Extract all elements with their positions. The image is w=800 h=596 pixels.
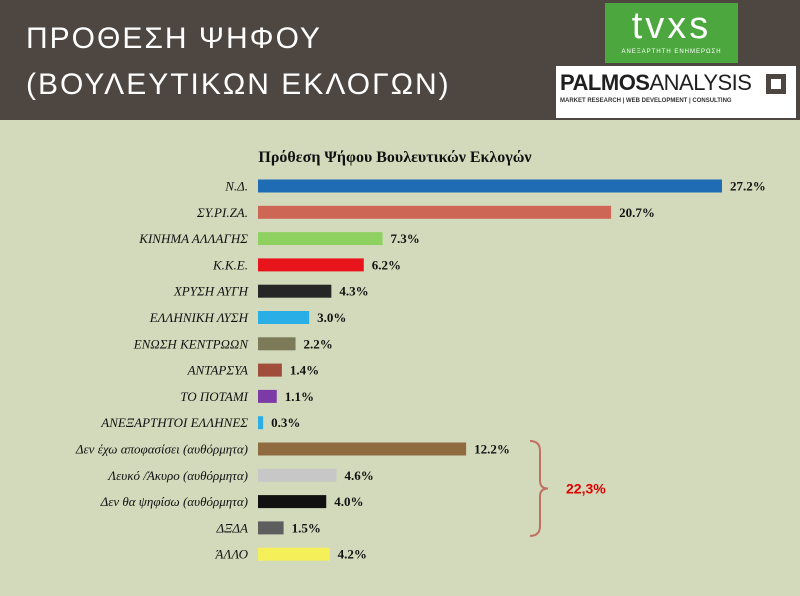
palmos-logo-tagline: MARKET RESEARCH | WEB DEVELOPMENT | CONS… — [560, 98, 732, 104]
bar — [258, 284, 332, 298]
bar — [258, 442, 467, 456]
value-label: 4.0% — [334, 494, 363, 509]
category-label: ΑΝΤΑΡΣΥΑ — [187, 363, 248, 378]
value-label: 3.0% — [317, 310, 346, 325]
header-banner: ΠΡΟΘΕΣΗ ΨΗΦΟΥ (ΒΟΥΛΕΥΤΙΚΩΝ ΕΚΛΟΓΩΝ) tvxs… — [0, 0, 800, 120]
value-label: 1.1% — [285, 389, 314, 404]
bar — [258, 389, 277, 403]
category-label: ΔΞΔΑ — [215, 520, 248, 535]
bar — [258, 311, 310, 324]
category-label: Κ.Κ.Ε. — [212, 257, 248, 272]
tvxs-logo-text: tvxs — [631, 5, 712, 47]
category-label: ΕΝΩΣΗ ΚΕΝΤΡΩΩΝ — [133, 336, 250, 351]
bars — [258, 179, 722, 561]
category-label: ΣΥ.ΡΙ.ΖΑ. — [196, 205, 248, 220]
bar — [258, 363, 282, 377]
group-total-label: 22,3% — [566, 480, 606, 496]
tvxs-logo-tagline: ΑΝΕΞΑΡΤΗΤΗ ΕΝΗΜΕΡΩΣΗ — [621, 49, 722, 55]
value-label: 2.2% — [304, 336, 333, 351]
bar — [258, 205, 612, 219]
page-title-line2: (ΒΟΥΛΕΥΤΙΚΩΝ ΕΚΛΟΓΩΝ) — [26, 68, 451, 101]
category-label: ΑΝΕΞΑΡΤΗΤΟΙ ΕΛΛΗΝΕΣ — [100, 415, 248, 430]
category-label: ΧΡΥΣΗ ΑΥΓΗ — [173, 284, 249, 299]
bar — [258, 337, 296, 351]
value-label: 4.6% — [344, 468, 373, 483]
category-label: Δεν θα ψηφίσω (αυθόρμητα) — [100, 494, 248, 509]
bar — [258, 258, 364, 272]
category-label: ΕΛΛΗΝΙΚΗ ΛΥΣΗ — [149, 310, 249, 325]
value-label: 6.2% — [372, 257, 401, 272]
bar — [258, 521, 284, 535]
value-label: 1.5% — [292, 520, 321, 535]
page-title-line1: ΠΡΟΘΕΣΗ ΨΗΦΟΥ — [26, 22, 322, 55]
value-labels: 27.2% 20.7% 7.3% 6.2% 4.3% 3.0% 2.2% 1.4% 1.1% 0.… — [271, 179, 766, 562]
value-label: 4.2% — [338, 547, 367, 562]
bar — [258, 547, 330, 561]
bar — [258, 468, 337, 482]
group-bracket — [529, 440, 549, 537]
palmos-logo-text: PALMOSANALYSIS — [560, 70, 752, 96]
value-label: 20.7% — [619, 205, 655, 220]
bar — [258, 495, 327, 509]
chart: Πρόθεση Ψήφου Βουλευτικών Εκλογών Ν.Δ. ΣΥ… — [75, 149, 766, 562]
value-label: 27.2% — [730, 179, 766, 194]
category-labels: Ν.Δ. ΣΥ.ΡΙ.ΖΑ. ΚΙΝΗΜΑ ΑΛΛΑΓΗΣ Κ.Κ.Ε. ΧΡΥΣΗ Α… — [75, 179, 249, 562]
palmos-logo-text-b: ANALYSIS — [649, 70, 752, 95]
category-label: Δεν έχω αποφασίσει (αυθόρμητα) — [75, 442, 248, 457]
value-label: 7.3% — [391, 231, 420, 246]
palmos-analysis-logo: PALMOSANALYSIS MARKET RESEARCH | WEB DEV… — [556, 66, 796, 118]
category-label: ΆΛΛΟ — [215, 547, 249, 562]
bar — [258, 232, 383, 246]
tvxs-logo: tvxs ΑΝΕΞΑΡΤΗΤΗ ΕΝΗΜΕΡΩΣΗ — [605, 3, 738, 63]
value-label: 4.3% — [339, 284, 368, 299]
category-label: Ν.Δ. — [224, 179, 248, 194]
bar — [258, 179, 722, 193]
palmos-logo-text-a: PALMOS — [560, 70, 650, 95]
category-label: Λευκό /Άκυρο (αυθόρμητα) — [106, 468, 248, 483]
value-label: 12.2% — [474, 442, 510, 457]
value-label: 1.4% — [290, 363, 319, 378]
chart-title: Πρόθεση Ψήφου Βουλευτικών Εκλογών — [258, 149, 531, 166]
value-label: 0.3% — [271, 415, 300, 430]
category-label: ΤΟ ΠΟΤΑΜΙ — [180, 389, 248, 404]
category-label: ΚΙΝΗΜΑ ΑΛΛΑΓΗΣ — [138, 231, 248, 246]
palmos-mark-icon — [766, 74, 786, 94]
bar — [258, 416, 264, 430]
